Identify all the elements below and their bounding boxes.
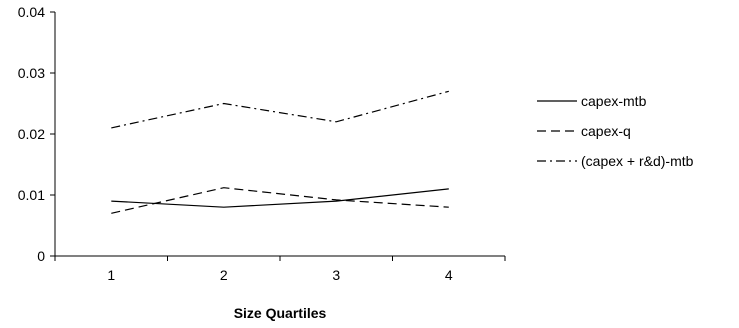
y-tick-label: 0.01	[18, 187, 45, 203]
legend-label: capex-mtb	[581, 93, 647, 109]
x-tick-label: 2	[220, 267, 228, 283]
legend-entry: capex-q	[537, 123, 631, 139]
y-tick-label: 0.02	[18, 126, 45, 142]
y-tick-label: 0	[37, 248, 45, 264]
legend-label: (capex + r&d)-mtb	[581, 153, 694, 169]
x-tick-label: 1	[107, 267, 115, 283]
y-tick-label: 0.03	[18, 65, 45, 81]
series-line-capex-mtb	[111, 188, 449, 208]
x-tick-label: 3	[332, 267, 340, 283]
axes	[54, 12, 505, 257]
legend-entry: capex-mtb	[537, 93, 647, 109]
series-line-capex-r-d-mtb	[111, 90, 449, 129]
legend: capex-mtb capex-q (capex + r&d)-mtb	[537, 93, 694, 169]
y-axis-ticks: 0 0.01 0.02 0.03 0.04	[18, 4, 55, 264]
y-tick-label: 0.04	[18, 4, 45, 20]
x-tick-label: 4	[445, 267, 453, 283]
x-axis-ticks: 1 2 3 4	[54, 256, 506, 283]
series-lines	[111, 90, 449, 214]
legend-label: capex-q	[581, 123, 631, 139]
x-axis-title: Size Quartiles	[234, 305, 327, 321]
legend-entry: (capex + r&d)-mtb	[537, 153, 694, 169]
series-line-capex-q	[111, 187, 449, 214]
